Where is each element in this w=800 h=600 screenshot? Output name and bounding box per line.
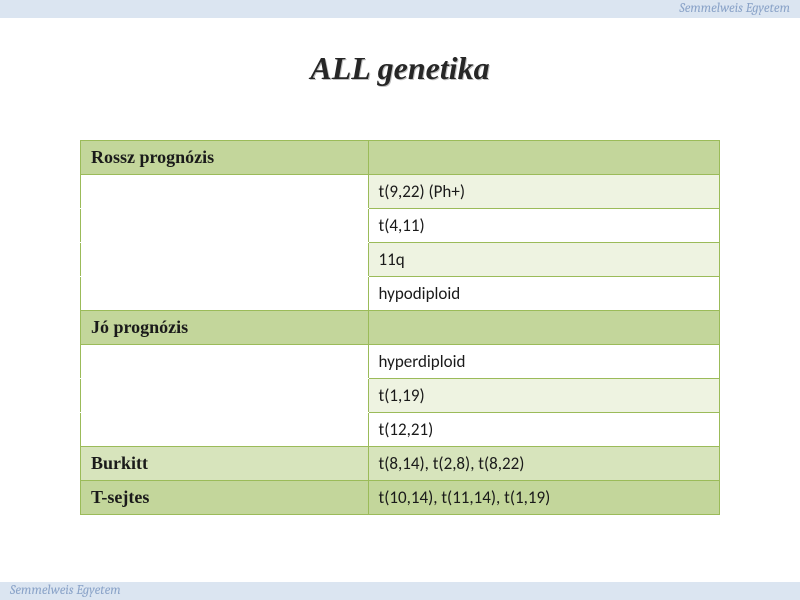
table-row: T-sejtes t(10,14), t(11,14), t(1,19)	[81, 481, 720, 515]
row-category	[81, 277, 369, 311]
row-category	[81, 175, 369, 209]
row-category: Burkitt	[81, 447, 369, 481]
top-bar-org: Semmelweis Egyetem	[679, 1, 790, 16]
table-row: 11q	[81, 243, 720, 277]
row-category	[81, 379, 369, 413]
row-value: hypodiploid	[368, 277, 719, 311]
table-row: hyperdiploid	[81, 345, 720, 379]
row-category	[81, 243, 369, 277]
row-value	[368, 311, 719, 345]
table-row: t(1,19)	[81, 379, 720, 413]
row-value	[368, 141, 719, 175]
row-value: t(8,14), t(2,8), t(8,22)	[368, 447, 719, 481]
page-title: ALL genetika	[0, 50, 800, 87]
row-value: 11q	[368, 243, 719, 277]
row-category	[81, 413, 369, 447]
table-row: Jó prognózis	[81, 311, 720, 345]
table-row: t(4,11)	[81, 209, 720, 243]
top-bar: Semmelweis Egyetem	[0, 0, 800, 18]
row-category: T-sejtes	[81, 481, 369, 515]
row-category	[81, 345, 369, 379]
table-row: Rossz prognózis	[81, 141, 720, 175]
row-category	[81, 209, 369, 243]
row-category: Jó prognózis	[81, 311, 369, 345]
row-value: t(1,19)	[368, 379, 719, 413]
table-row: Burkitt t(8,14), t(2,8), t(8,22)	[81, 447, 720, 481]
row-value: t(9,22) (Ph+)	[368, 175, 719, 209]
genetics-table: Rossz prognózis t(9,22) (Ph+) t(4,11) 11…	[80, 140, 720, 515]
bottom-bar-org: Semmelweis Egyetem	[10, 583, 121, 598]
table-row: hypodiploid	[81, 277, 720, 311]
bottom-bar: Semmelweis Egyetem	[0, 582, 800, 600]
row-value: t(12,21)	[368, 413, 719, 447]
table-row: t(9,22) (Ph+)	[81, 175, 720, 209]
row-category: Rossz prognózis	[81, 141, 369, 175]
table: Rossz prognózis t(9,22) (Ph+) t(4,11) 11…	[80, 140, 720, 515]
row-value: hyperdiploid	[368, 345, 719, 379]
row-value: t(10,14), t(11,14), t(1,19)	[368, 481, 719, 515]
row-value: t(4,11)	[368, 209, 719, 243]
table-row: t(12,21)	[81, 413, 720, 447]
